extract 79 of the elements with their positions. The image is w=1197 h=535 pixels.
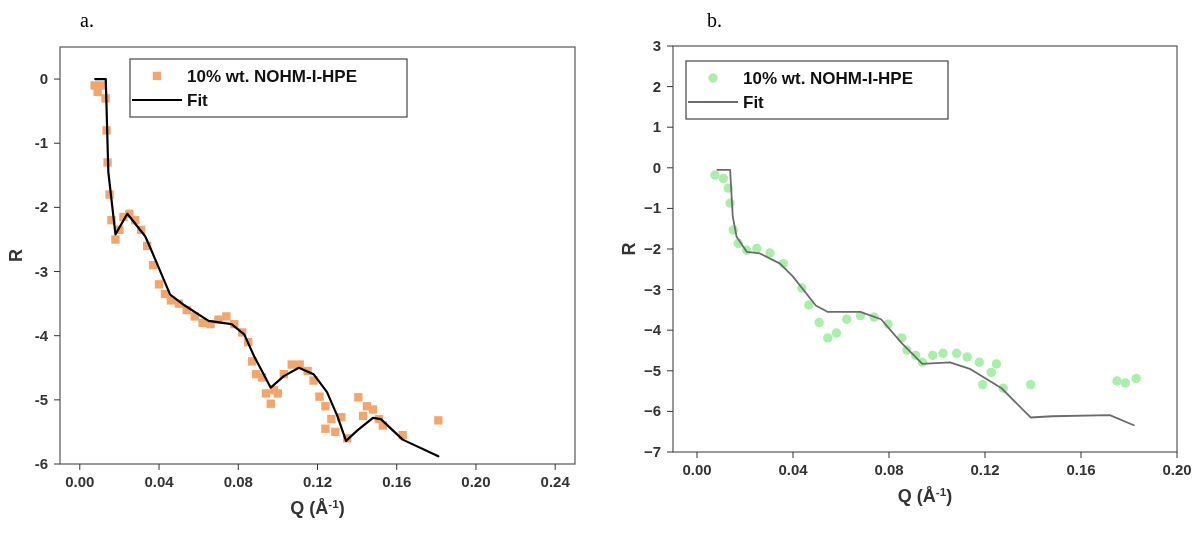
x-tick-label: 0.00 bbox=[682, 461, 712, 478]
point bbox=[986, 367, 996, 378]
legend-label: 10% wt. NOHM-I-HPE bbox=[187, 67, 358, 86]
x-tick-label: 0.12 bbox=[302, 473, 333, 490]
point bbox=[804, 300, 814, 310]
x-tick-label: 0.20 bbox=[1162, 461, 1192, 478]
point bbox=[111, 235, 120, 244]
legend-label: Fit bbox=[187, 91, 209, 110]
legend-label: Fit bbox=[743, 93, 765, 112]
y-tick-label: 0 bbox=[652, 158, 661, 176]
point bbox=[321, 424, 330, 433]
point bbox=[962, 352, 972, 362]
x-tick-label: 0.16 bbox=[1066, 461, 1096, 478]
point bbox=[434, 416, 443, 425]
y-tick-label: −2 bbox=[643, 240, 661, 257]
x-tick-label: 0.04 bbox=[144, 473, 175, 490]
point bbox=[977, 379, 988, 390]
y-tick-label: 2 bbox=[652, 77, 661, 95]
point bbox=[321, 402, 330, 411]
y-tick-label: −4 bbox=[643, 321, 662, 339]
point bbox=[154, 280, 164, 289]
x-tick-label: 0.16 bbox=[382, 473, 412, 490]
x-tick-label: 0.00 bbox=[65, 473, 95, 490]
y-tick-label: -1 bbox=[34, 134, 48, 152]
y-tick-label: 1 bbox=[652, 118, 661, 136]
legend-label: 10% wt. NOHM-I-HPE bbox=[743, 69, 914, 88]
y-tick-label: -3 bbox=[34, 262, 48, 280]
point bbox=[354, 393, 363, 402]
y-tick-label: −3 bbox=[643, 280, 661, 298]
y-tick-label: -4 bbox=[34, 326, 49, 344]
point bbox=[266, 399, 275, 408]
x-tick-label: 0.24 bbox=[540, 473, 571, 490]
x-tick-label: 0.08 bbox=[874, 461, 904, 478]
point bbox=[823, 333, 833, 343]
y-tick-label: -2 bbox=[34, 198, 48, 216]
point bbox=[166, 296, 176, 305]
point bbox=[1131, 373, 1141, 384]
y-axis-title: R bbox=[619, 242, 639, 256]
y-tick-label: −7 bbox=[643, 443, 661, 460]
point bbox=[814, 317, 824, 328]
point bbox=[222, 312, 231, 321]
chart-title: b. bbox=[707, 9, 722, 31]
chart-title: a. bbox=[80, 9, 94, 31]
point bbox=[938, 348, 948, 359]
y-tick-label: -6 bbox=[34, 455, 48, 472]
point bbox=[331, 427, 340, 437]
point bbox=[951, 348, 962, 359]
x-axis-title: Q (Å$^{-1}$) bbox=[897, 484, 953, 506]
point bbox=[358, 411, 368, 421]
point bbox=[247, 357, 257, 366]
point bbox=[974, 357, 984, 367]
point bbox=[261, 389, 271, 398]
point bbox=[842, 314, 852, 324]
point bbox=[1120, 378, 1131, 388]
point bbox=[927, 350, 938, 361]
x-tick-label: 0.04 bbox=[778, 461, 809, 478]
y-tick-label: −5 bbox=[643, 361, 661, 379]
x-tick-label: 0.08 bbox=[223, 473, 253, 490]
point bbox=[831, 328, 842, 338]
point bbox=[718, 173, 729, 184]
point bbox=[1025, 379, 1036, 390]
y-tick-label: 0 bbox=[39, 70, 48, 88]
y-tick-label: −6 bbox=[643, 402, 661, 420]
x-tick-label: 0.12 bbox=[970, 461, 1000, 478]
y-axis-title: R bbox=[6, 249, 26, 262]
y-tick-label: 3 bbox=[652, 37, 661, 54]
point bbox=[710, 170, 720, 180]
point bbox=[327, 414, 336, 424]
point bbox=[273, 389, 283, 398]
point bbox=[287, 360, 296, 369]
y-tick-label: −1 bbox=[643, 199, 661, 217]
x-axis-title: Q (Å$^{-1}$) bbox=[290, 496, 345, 518]
y-tick-label: -5 bbox=[34, 390, 48, 408]
point bbox=[368, 405, 378, 414]
point bbox=[315, 392, 324, 401]
point bbox=[991, 359, 1002, 369]
point bbox=[1112, 376, 1122, 386]
point bbox=[765, 248, 775, 258]
x-tick-label: 0.20 bbox=[461, 473, 491, 490]
